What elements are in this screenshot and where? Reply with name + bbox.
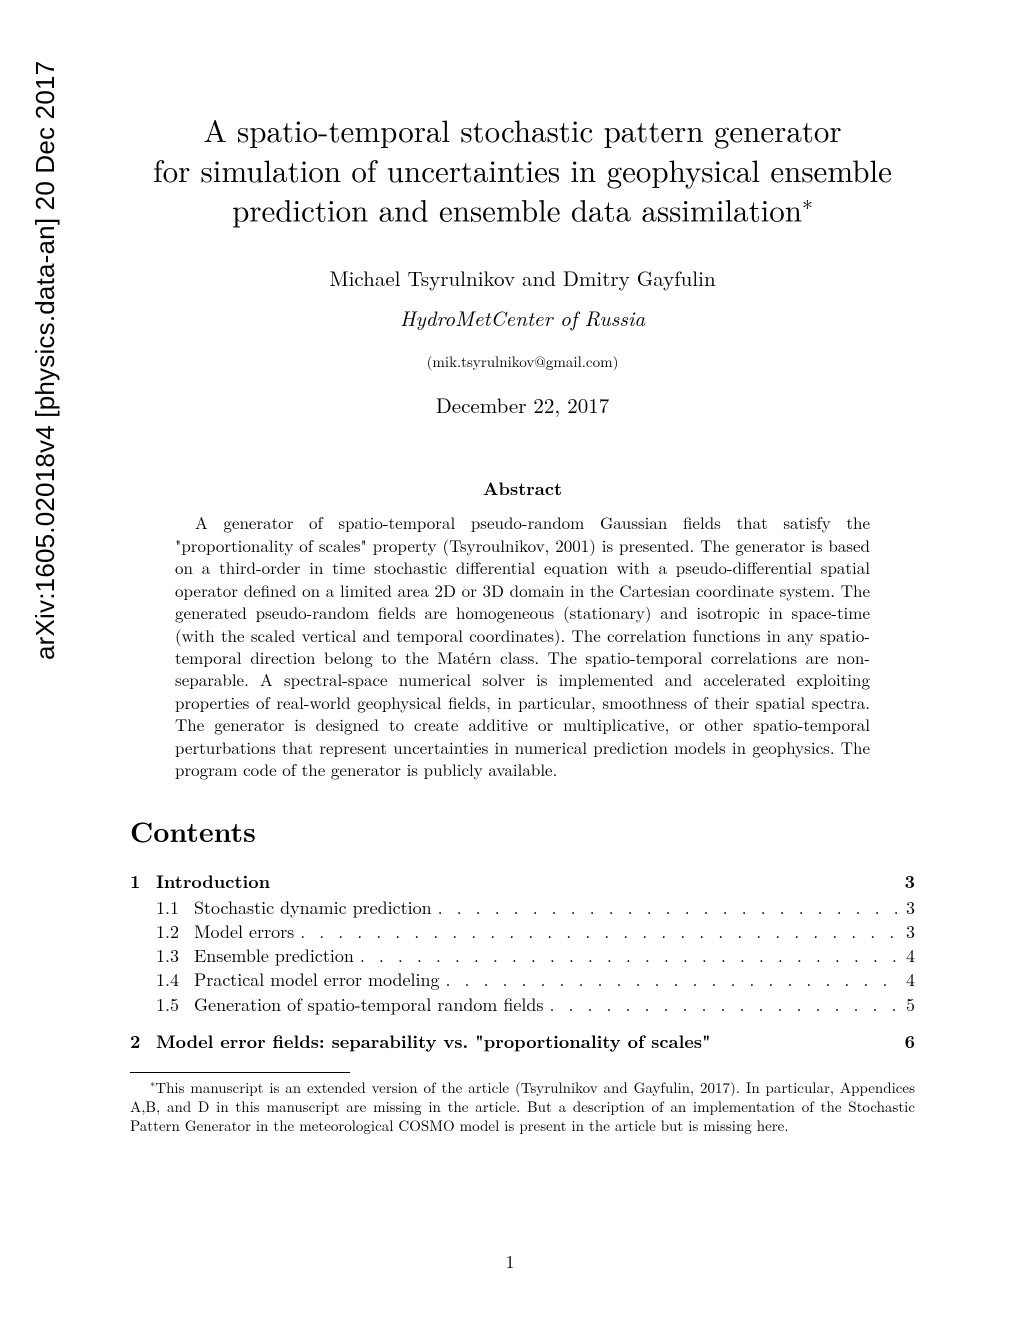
paper-title: A spatio-temporal stochastic pattern gen… bbox=[130, 110, 915, 229]
toc-section-1[interactable]: 1 Introduction 3 bbox=[130, 869, 915, 894]
abstract-body: A generator of spatio-temporal pseudo-ra… bbox=[175, 511, 870, 780]
toc-subsection-1-2[interactable]: 1.2 Model errors . . . . . . . . . . . .… bbox=[130, 920, 915, 944]
toc-sub-title: Ensemble prediction bbox=[194, 944, 360, 968]
toc-dots: . . . . . . . . . . . . . . . . . . . . … bbox=[438, 896, 898, 920]
title-line-3: prediction and ensemble data assimilatio… bbox=[232, 187, 802, 231]
toc-subsection-1-1[interactable]: 1.1 Stochastic dynamic prediction . . . … bbox=[130, 896, 915, 920]
toc-fill bbox=[711, 1029, 897, 1054]
publication-date: December 22, 2017 bbox=[130, 390, 915, 420]
toc-section-title: Model error fields: separability vs. "pr… bbox=[156, 1029, 711, 1054]
toc-page-number: 4 bbox=[898, 968, 915, 992]
affiliation: HydroMetCenter of Russia bbox=[130, 303, 915, 333]
toc-section-title: Introduction bbox=[156, 869, 270, 894]
toc-sub-number: 1.5 bbox=[156, 993, 194, 1017]
title-line-1: A spatio-temporal stochastic pattern gen… bbox=[203, 107, 841, 151]
page-number: 1 bbox=[0, 1249, 1020, 1274]
toc-subsection-1-4[interactable]: 1.4 Practical model error modeling . . .… bbox=[130, 968, 915, 992]
toc-sub-number: 1.4 bbox=[156, 968, 194, 992]
toc-page-number: 6 bbox=[897, 1029, 915, 1054]
toc-sub-title: Stochastic dynamic prediction bbox=[194, 896, 438, 920]
toc-subsection-1-5[interactable]: 1.5 Generation of spatio-temporal random… bbox=[130, 993, 915, 1017]
arxiv-identifier: arXiv:1605.02018v4 [physics.data-an] 20 … bbox=[30, 61, 61, 660]
footnote: ∗This manuscript is an extended version … bbox=[130, 1077, 915, 1136]
toc-dots: . . . . . . . . . . . . . . . . . . . . … bbox=[360, 944, 898, 968]
title-line-2: for simulation of uncertainties in geoph… bbox=[153, 147, 892, 191]
toc-sub-number: 1.2 bbox=[156, 920, 194, 944]
toc-page-number: 3 bbox=[898, 920, 915, 944]
toc-dots: . . . . . . . . . . . . . . . . . . . . … bbox=[300, 920, 898, 944]
abstract-heading: Abstract bbox=[130, 476, 915, 501]
title-footnote-mark: ∗ bbox=[802, 187, 813, 217]
toc-section-number: 2 bbox=[130, 1029, 156, 1054]
toc-section-number: 1 bbox=[130, 869, 156, 894]
toc-sub-title: Generation of spatio-temporal random fie… bbox=[194, 993, 550, 1017]
toc-dots: . . . . . . . . . . . . . . . . . . . . … bbox=[550, 993, 898, 1017]
footnote-text: This manuscript is an extended version o… bbox=[130, 1077, 915, 1136]
toc-page-number: 3 bbox=[898, 896, 915, 920]
footnote-rule bbox=[130, 1072, 350, 1073]
toc-fill bbox=[270, 869, 897, 894]
toc-sub-number: 1.1 bbox=[156, 896, 194, 920]
toc-sub-title: Practical model error modeling bbox=[194, 968, 445, 992]
toc-page-number: 4 bbox=[898, 944, 915, 968]
contents-heading: Contents bbox=[130, 811, 915, 851]
toc-subsection-1-3[interactable]: 1.3 Ensemble prediction . . . . . . . . … bbox=[130, 944, 915, 968]
toc-page-number: 3 bbox=[897, 869, 915, 894]
toc-sub-title: Model errors bbox=[194, 920, 300, 944]
toc-sub-number: 1.3 bbox=[156, 944, 194, 968]
toc-dots: . . . . . . . . . . . . . . . . . . . . … bbox=[445, 968, 898, 992]
author-email: (mik.tsyrulnikov@gmail.com) bbox=[130, 351, 915, 372]
authors: Michael Tsyrulnikov and Dmitry Gayfulin bbox=[130, 263, 915, 293]
toc-section-2[interactable]: 2 Model error fields: separability vs. "… bbox=[130, 1029, 915, 1054]
page-content: A spatio-temporal stochastic pattern gen… bbox=[130, 0, 915, 1136]
toc-page-number: 5 bbox=[898, 993, 915, 1017]
